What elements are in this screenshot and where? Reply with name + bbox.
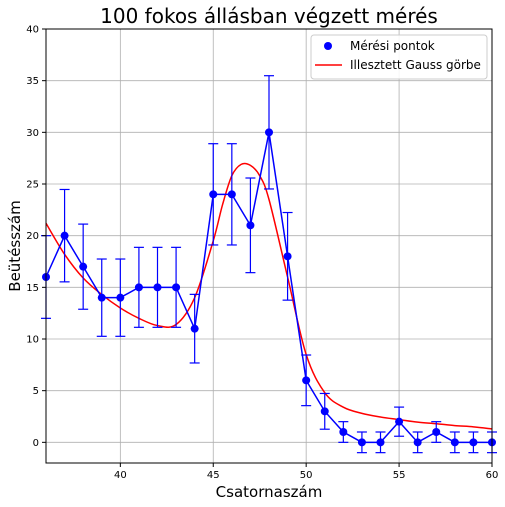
x-tick-label: 45	[207, 470, 220, 481]
data-point	[97, 293, 106, 302]
y-tick-label: 20	[26, 231, 39, 242]
data-point	[209, 190, 218, 199]
y-tick-label: 35	[26, 76, 39, 87]
legend: Mérési pontok Illesztett Gauss görbe	[310, 34, 488, 80]
x-tick-label: 60	[486, 470, 499, 481]
x-tick-label: 50	[300, 470, 313, 481]
legend-label-fit: Illesztett Gauss görbe	[350, 58, 481, 72]
y-axis-ticks: 0 5 10 15 20 25 30 35 40	[26, 25, 46, 449]
data-point	[190, 324, 199, 333]
data-point	[376, 438, 385, 447]
data-point	[357, 438, 366, 447]
y-tick-label: 30	[26, 128, 39, 139]
data-point	[302, 376, 311, 385]
x-axis-label: Csatornaszám	[216, 483, 323, 501]
data-point	[134, 283, 143, 292]
data-point	[339, 428, 348, 436]
y-tick-label: 40	[26, 25, 39, 36]
x-tick-label: 40	[114, 470, 127, 481]
data-point	[60, 231, 69, 240]
data-point	[246, 221, 255, 230]
legend-frame	[310, 34, 488, 80]
data-point	[413, 438, 422, 447]
y-tick-label: 25	[26, 180, 39, 191]
data-point	[172, 283, 181, 292]
x-tick-label: 55	[393, 470, 406, 481]
data-points-layer	[41, 75, 497, 454]
y-tick-label: 15	[26, 283, 39, 294]
x-axis-ticks: 40 45 50 55 60	[114, 463, 498, 481]
legend-marker-points	[324, 42, 332, 50]
y-tick-label: 0	[33, 438, 39, 449]
y-tick-label: 5	[33, 386, 39, 397]
data-point	[283, 252, 292, 261]
data-point	[432, 428, 441, 436]
legend-label-points: Mérési pontok	[350, 39, 435, 53]
data-point	[320, 407, 329, 416]
data-point	[116, 293, 125, 302]
fit-curve-line	[45, 162, 493, 430]
data-point	[469, 438, 478, 447]
data-point	[265, 128, 273, 137]
chart-title: 100 fokos állásban végzett mérés	[100, 4, 438, 28]
y-tick-label: 10	[26, 335, 39, 346]
data-point	[153, 283, 162, 292]
data-point	[395, 417, 404, 426]
fit-curve-layer	[45, 162, 493, 430]
data-point	[227, 190, 236, 199]
data-point	[450, 438, 459, 447]
y-axis-label: Beütésszám	[6, 200, 24, 291]
plot-frame	[45, 28, 493, 464]
data-point	[79, 262, 88, 271]
